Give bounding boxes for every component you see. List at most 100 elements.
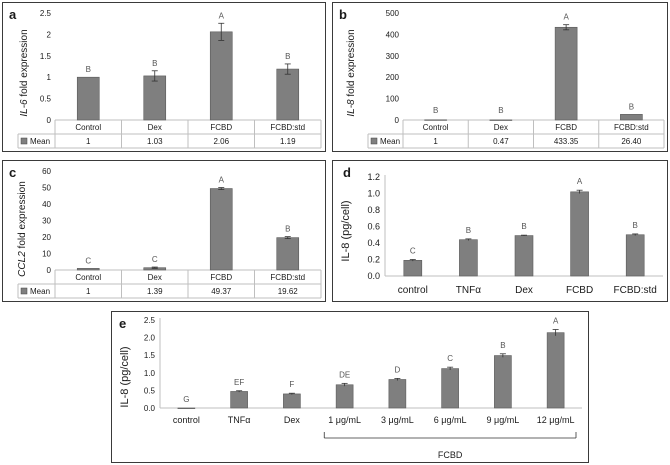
- table-cell: 49.37: [211, 287, 232, 296]
- x-category-label: Dex: [148, 273, 162, 282]
- y-axis-label-d: IL-8 (pg/cell): [340, 200, 352, 261]
- x-category-label: Dex: [494, 123, 508, 132]
- significance-letter: B: [86, 65, 91, 74]
- chart-e: e IL-8 (pg/cell) 0.0 0.5 1.0 1.5 2.0 2.5 Gcont…: [119, 316, 582, 460]
- table-cell: 19.62: [278, 287, 299, 296]
- x-category-label: TNFα: [456, 285, 481, 296]
- x-category-label: 12 μg/mL: [537, 415, 575, 425]
- significance-letter: A: [577, 177, 583, 186]
- plot-area-b: 0 100 200 300 400 500 B B A B Control 1 Dex 0.47 FCBD 4…: [367, 9, 665, 149]
- bar: [276, 68, 300, 121]
- table-cell: 1.19: [280, 137, 296, 146]
- x-category-label: control: [173, 415, 200, 425]
- bar: [276, 237, 300, 271]
- significance-letter: B: [466, 226, 471, 235]
- y-tick-label: 0.4: [367, 238, 380, 248]
- significance-letter: G: [183, 395, 189, 404]
- y-axis-label-suffix: fold expression: [19, 29, 30, 99]
- y-tick-label: 0: [395, 116, 400, 125]
- significance-letter: B: [498, 106, 503, 115]
- y-tick-label: 300: [386, 52, 400, 61]
- panel-label-c: c: [9, 165, 16, 180]
- panel-a: a IL-6 fold expression 0 0.5 1 1.5 2 2.5 B B A B C…: [2, 2, 326, 152]
- y-axis-label-gene: IL-6: [19, 99, 30, 117]
- table-cell: 1: [86, 137, 91, 146]
- x-category-label: FCBD: [555, 123, 577, 132]
- y-tick-label: 0.6: [367, 222, 380, 232]
- x-category-label: FCBD: [210, 123, 232, 132]
- bar: [546, 332, 565, 409]
- x-category-label: 9 μg/mL: [487, 415, 520, 425]
- x-category-label: FCBD: [566, 285, 593, 296]
- significance-letter: B: [152, 59, 157, 68]
- significance-letter: C: [410, 247, 416, 256]
- significance-letter: B: [285, 225, 290, 234]
- bar: [570, 191, 589, 277]
- plot-area-a: 0 0.5 1 1.5 2 2.5 B B A B Control 1 Dex 1.03 FCBD 2.06 F…: [17, 9, 322, 149]
- y-tick-label: 10: [42, 250, 51, 259]
- y-tick-label: 20: [42, 233, 51, 242]
- panel-b: b IL-8 fold expression 0 100 200 300 400 500 B…: [332, 2, 668, 152]
- y-tick-label: 60: [42, 167, 51, 176]
- y-axis-label-a: IL-6 fold expression: [19, 29, 30, 116]
- bar: [76, 76, 100, 121]
- y-tick-label: 500: [386, 9, 400, 18]
- y-tick-label: 400: [386, 30, 400, 39]
- y-tick-label: 2.5: [144, 316, 156, 325]
- chart-a: a IL-6 fold expression 0 0.5 1 1.5 2 2.5 B B A B C…: [9, 7, 322, 149]
- y-axis-label-e: IL-8 (pg/cell): [119, 346, 131, 407]
- significance-letter: B: [629, 102, 634, 111]
- x-category-label: Control: [423, 123, 449, 132]
- x-category-label: Dex: [148, 123, 162, 132]
- significance-letter: A: [219, 176, 225, 185]
- x-category-label: Control: [75, 123, 101, 132]
- bar: [489, 119, 513, 121]
- table-cell: 1: [86, 287, 91, 296]
- y-tick-label: 0: [47, 266, 52, 275]
- y-axis-label-gene: IL-8: [346, 99, 357, 117]
- y-tick-label: 40: [42, 200, 51, 209]
- chart-c: c CCL2 fold expression 0 10 20 30 40 50 60 C C A B…: [9, 165, 322, 299]
- bar: [230, 391, 248, 409]
- x-category-label: FCBD:std: [270, 273, 305, 282]
- bar: [459, 239, 478, 277]
- bar: [424, 119, 447, 121]
- x-category-label: TNFα: [228, 415, 251, 425]
- legend-swatch: [20, 137, 28, 145]
- y-tick-label: 100: [386, 95, 400, 104]
- legend-mean-label: Mean: [30, 287, 50, 296]
- y-tick-label: 1.0: [367, 189, 380, 199]
- significance-letter: A: [563, 13, 569, 22]
- bar: [554, 26, 578, 121]
- x-category-label: Dex: [515, 285, 533, 296]
- y-tick-label: 0.5: [144, 386, 156, 395]
- y-tick-label: 1.5: [40, 52, 52, 61]
- significance-letter: B: [521, 222, 526, 231]
- y-tick-label: 2.0: [144, 334, 156, 343]
- significance-letter: F: [289, 380, 294, 389]
- bar: [143, 75, 167, 121]
- plot-area-c: 0 10 20 30 40 50 60 C C A B Control 1 Dex 1.39 FCBD 49.3…: [17, 167, 322, 299]
- y-axis-label-c: CCL2 fold expression: [17, 181, 28, 277]
- x-category-label: 1 μg/mL: [328, 415, 361, 425]
- panel-c: c CCL2 fold expression 0 10 20 30 40 50 60 C C A B…: [2, 160, 326, 302]
- significance-letter: D: [394, 365, 400, 374]
- y-tick-label: 0.2: [367, 255, 380, 265]
- y-tick-label: 0.0: [367, 271, 380, 281]
- legend-swatch: [20, 287, 28, 295]
- bar: [209, 188, 233, 271]
- y-tick-label: 0.0: [144, 404, 156, 413]
- y-tick-label: 1.2: [367, 172, 380, 182]
- bar: [335, 384, 354, 409]
- x-category-label: FCBD: [210, 273, 232, 282]
- bar: [514, 235, 534, 277]
- significance-letter: EF: [234, 378, 244, 387]
- table-cell: 1.03: [147, 137, 163, 146]
- bar: [620, 114, 643, 121]
- bar: [441, 368, 459, 409]
- bar: [388, 379, 407, 409]
- bar: [209, 31, 233, 121]
